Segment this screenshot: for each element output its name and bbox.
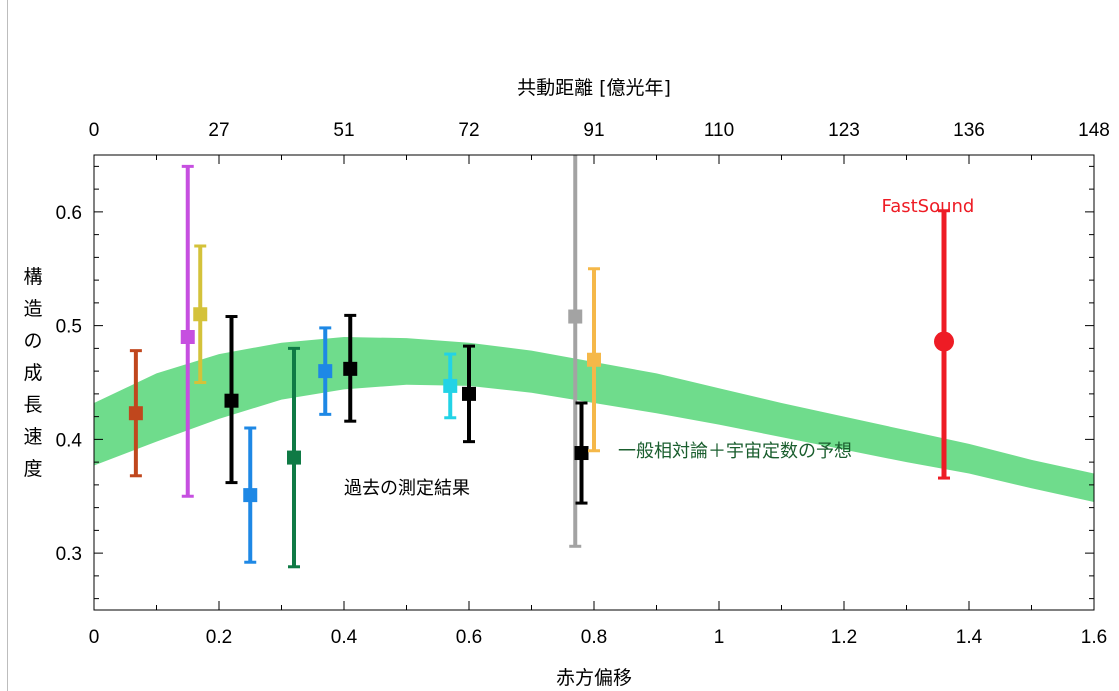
top-tick-label: 27: [208, 120, 229, 141]
data-point-group: [462, 344, 476, 444]
x-axis-title: 赤方偏移: [556, 667, 632, 689]
left-divider: [7, 0, 8, 691]
data-point-marker: [318, 364, 333, 379]
x-tick-label: 1.6: [1081, 627, 1107, 648]
x-tick-label: 0.6: [456, 627, 482, 648]
data-point-group: [574, 401, 589, 505]
top-tick-label: 51: [333, 120, 354, 141]
top-tick-label: 148: [1078, 120, 1110, 141]
y-tick-label: 0.3: [56, 544, 82, 565]
top-tick-label: 136: [953, 120, 985, 141]
data-point-group: [193, 244, 208, 384]
data-point-group: [343, 313, 358, 423]
data-point-marker: [287, 450, 301, 465]
top-tick-label: 0: [89, 120, 100, 141]
data-point-marker: [243, 488, 258, 503]
data-point-marker: [343, 361, 358, 376]
x-tick-label: 1: [714, 627, 725, 648]
x-tick-label: 0.8: [581, 627, 607, 648]
annotation-label: FastSound: [882, 196, 975, 217]
data-point-group: [180, 164, 195, 498]
top-tick-label: 91: [583, 120, 604, 141]
data-point-marker: [443, 378, 458, 393]
top-axis-title: 共動距離 [億光年]: [517, 77, 671, 99]
prediction-band-layer: [94, 337, 1094, 502]
top-tick-label: 123: [828, 120, 860, 141]
data-point-group: [934, 209, 954, 480]
data-point-marker: [128, 406, 143, 421]
x-tick-label: 0: [89, 627, 100, 648]
x-tick-label: 0.4: [331, 627, 358, 648]
data-point-group: [287, 346, 301, 569]
data-point-group: [443, 352, 458, 420]
y-tick-label: 0.5: [56, 317, 82, 338]
data-point-marker: [224, 393, 239, 408]
annotation-label: 過去の測定結果: [344, 478, 470, 499]
top-tick-label: 110: [704, 120, 734, 141]
top-tick-label: 72: [458, 120, 479, 141]
data-point-marker: [568, 309, 583, 324]
data-point-group: [243, 426, 258, 564]
data-point-marker: [574, 446, 589, 461]
y-axis-title: 構造の成長速度: [23, 266, 42, 480]
data-point-group: [128, 349, 143, 478]
data-point-group: [224, 315, 239, 485]
y-tick-label: 0.4: [56, 430, 83, 451]
data-point-group: [568, 155, 583, 548]
data-point-marker: [180, 330, 195, 344]
data-point-marker: [193, 307, 208, 322]
data-point-marker: [587, 352, 601, 367]
x-tick-label: 1.4: [956, 627, 983, 648]
data-point-group: [587, 267, 601, 453]
data-points-layer: [128, 155, 954, 569]
data-point-marker: [934, 331, 954, 352]
data-point-group: [318, 326, 333, 416]
tick-layer: [93, 155, 1095, 610]
prediction-band: [94, 337, 1094, 502]
x-tick-label: 0.2: [206, 627, 232, 648]
x-tick-label: 1.2: [831, 627, 857, 648]
band-label: 一般相対論＋宇宙定数の予想: [618, 441, 852, 462]
y-tick-label: 0.6: [56, 203, 82, 224]
text-layer: 0 0.2 0.4 0.6 0.8 1 1.2 1.4 1.6 0 27 51 72 91 110 123 13…: [23, 77, 1109, 689]
data-point-marker: [462, 386, 476, 401]
